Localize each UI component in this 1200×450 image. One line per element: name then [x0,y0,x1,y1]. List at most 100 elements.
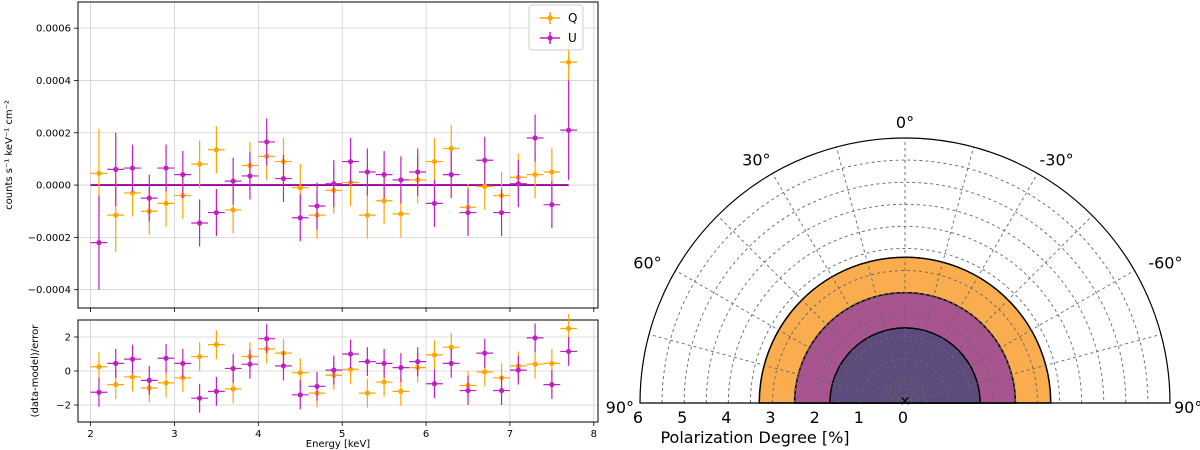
y-tick-label: 0.0006 [36,24,71,35]
angle-label: 0° [896,113,914,132]
data-point [297,215,303,221]
data-point [398,388,404,394]
x-tick-label: 4 [255,429,261,440]
data-point [532,361,538,367]
radial-grid-arc [882,380,928,404]
data-point [566,59,572,65]
series-q [90,314,578,408]
angle-label: 60° [633,254,661,273]
data-point [230,365,236,372]
x-tick-label: 5 [339,429,345,440]
x-tick-label: 2 [87,429,93,440]
series-u [90,323,578,413]
data-point [213,147,219,153]
data-point [482,183,488,189]
angular-grid-line [648,333,906,404]
polar-frame [639,137,1171,404]
x-tick-label: 3 [171,429,177,440]
data-point [163,200,169,206]
data-point [431,381,438,387]
data-point [566,325,572,332]
data-point [448,172,454,178]
data-point [297,392,303,398]
radial-grid-arc [816,314,994,404]
data-point [197,395,203,401]
y-tick-label: 0 [65,367,71,378]
radial-grid-arc [794,292,1016,404]
data-point [532,335,538,341]
angle-label: -60° [1148,254,1182,273]
data-point [381,379,387,385]
angular-grid-line [904,333,1162,404]
data-point [515,367,521,373]
data-point [415,169,421,175]
spectrum-grid [78,2,598,308]
data-point [146,195,152,201]
data-point [448,360,454,366]
y-tick-label: 2 [65,333,71,344]
radial-tick-label: 1 [854,408,864,427]
y-tick-label: 0.0000 [36,181,71,192]
data-point [197,353,203,360]
data-point [331,367,337,373]
angular-grid-line [904,146,975,404]
data-point [230,386,236,392]
data-point [280,175,287,182]
data-point [498,209,505,216]
data-point [96,170,102,176]
y-tick-label: 0.0002 [36,128,71,139]
data-point [264,336,270,342]
data-point [398,177,404,183]
data-point [113,212,119,218]
residuals-y-axis-label: (data-model)/error [30,324,41,418]
radial-grid-arc [860,358,950,404]
data-point [431,352,438,358]
radial-grid-arc [661,159,1149,404]
data-point [498,387,505,394]
data-point [96,389,102,395]
data-point [566,348,572,355]
y-tick-label: −2 [56,401,71,412]
data-point [163,380,169,386]
data-point [113,382,119,388]
residuals-ticks: 2 3 4 5 6 7 8 −2 0 2 [56,333,597,441]
data-point [197,161,203,167]
data-point [129,356,136,362]
data-point [381,198,387,204]
data-point [113,360,119,366]
legend-marker-u [540,32,560,44]
spectrum-axes-frame [77,1,599,309]
data-point [549,169,555,175]
data-point [213,388,219,394]
data-point [549,382,555,388]
data-point [280,363,287,369]
data-point [213,342,219,348]
series-u [90,80,578,290]
angle-label: -30° [1040,151,1074,170]
polarization-degree-label: Polarization Degree [%] [660,428,849,447]
data-point [96,240,102,246]
angle-label: 90° [606,398,634,417]
data-point [347,351,354,357]
data-point [314,203,320,209]
legend-label-u: U [568,31,577,45]
data-point [347,366,354,372]
data-point [347,158,354,165]
data-point [364,390,370,396]
data-point [549,360,555,366]
data-point [113,166,119,172]
radial-tick-label: 2 [810,408,820,427]
spectrum-panel: −0.0004 −0.0002 0.0000 0.0002 0.0004 0.0006 c… [4,1,599,312]
x-tick-label: 8 [591,429,597,440]
data-point [415,359,421,365]
data-point [129,165,136,171]
data-point [431,158,438,165]
radial-grid-arc [749,248,1061,404]
data-point [515,181,521,187]
data-point [532,172,538,178]
data-point [482,157,488,163]
data-point [566,127,572,133]
data-point [297,185,303,191]
x-axis-label: Energy [keV] [306,439,371,450]
